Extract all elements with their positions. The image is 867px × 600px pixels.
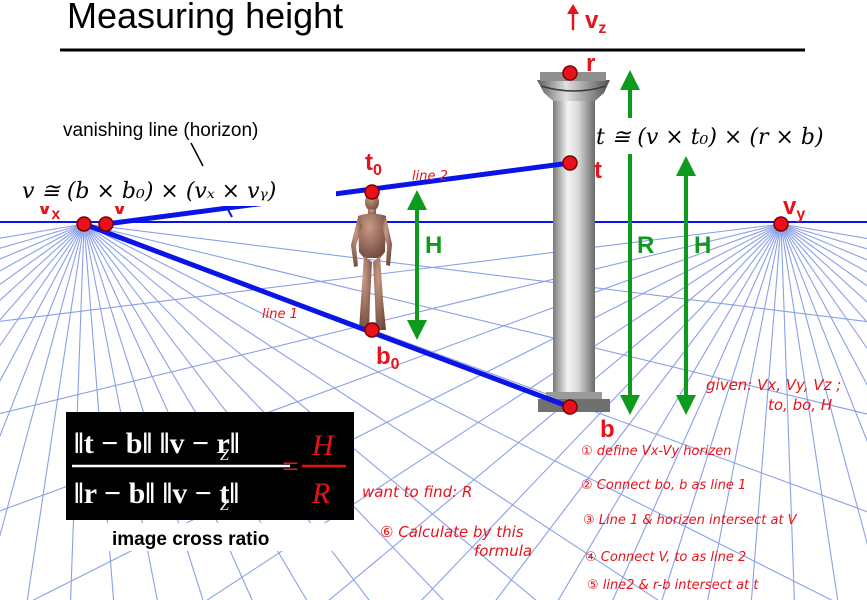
cross-ratio-box: ‖t − b‖ ‖v − r‖ ‖r − b‖ ‖v − t‖ Z Z = H … — [66, 412, 354, 520]
line-1 — [83, 221, 571, 410]
point-v — [98, 216, 114, 232]
point-vx — [76, 216, 92, 232]
note-step5: ⑤ line2 & r-b intersect at t — [587, 578, 759, 593]
grid-line — [83, 223, 833, 600]
vz-arrowhead — [567, 4, 579, 14]
grid-line — [780, 223, 839, 600]
note-line1: line 1 — [262, 307, 298, 322]
cross-ratio-H: H — [311, 429, 336, 462]
point-t — [562, 155, 578, 171]
note-given-1: given: Vx, Vy, Vz ; — [706, 376, 841, 394]
label-b: b — [600, 416, 615, 443]
point-b — [562, 399, 578, 415]
grid-line — [612, 223, 782, 600]
label-t0: t0 — [365, 149, 382, 179]
human-figure-icon — [351, 193, 392, 330]
grid-line — [421, 223, 782, 600]
grid-line — [707, 223, 782, 600]
grid-line — [557, 223, 782, 600]
point-b0 — [364, 322, 380, 338]
note-want: want to find: R — [362, 483, 472, 501]
label-b0: b0 — [376, 343, 400, 373]
label-vz: vz — [585, 7, 606, 37]
point-vy — [773, 216, 789, 232]
note-given-2: to, bo, H — [768, 396, 832, 414]
grid-line — [83, 223, 444, 600]
grid-line — [83, 223, 867, 415]
grid-line — [83, 223, 537, 600]
note-line2: line 2 — [412, 169, 448, 184]
label-vy: vy — [783, 193, 805, 223]
cross-ratio-sub-bottom: Z — [220, 497, 230, 514]
grid-line — [0, 223, 85, 538]
label-H-right: H — [694, 232, 711, 259]
label-H-left: H — [425, 232, 442, 259]
image-cross-ratio-caption: image cross ratio — [112, 529, 269, 550]
line-2 — [105, 160, 571, 227]
formula-v: v ≅ (b × b₀) × (vₓ × vᵧ) — [22, 179, 276, 204]
grid-line — [780, 223, 867, 240]
grid-line — [26, 223, 85, 600]
horizon-caption: vanishing line (horizon) — [63, 120, 258, 141]
grid-line — [780, 223, 867, 545]
point-r — [562, 65, 578, 81]
cross-ratio-numerator: ‖t − b‖ ‖v − r‖ — [74, 427, 240, 460]
formula-t: t ≅ (v × t₀) × (r × b) — [596, 125, 824, 150]
label-t: t — [594, 157, 602, 184]
cross-ratio-equals: = — [282, 450, 299, 483]
note-calc-2: formula — [474, 542, 532, 560]
label-r: r — [586, 50, 595, 77]
note-step2: ② Connect bo, b as line 1 — [581, 478, 746, 493]
grid-line — [328, 223, 782, 600]
grid-line — [83, 223, 659, 600]
note-step1: ① define Vx-Vy horizen — [581, 444, 731, 459]
grid-line — [750, 223, 782, 600]
grid-line — [83, 223, 370, 600]
grid-line — [0, 223, 782, 322]
grid-line — [495, 223, 782, 600]
label-R: R — [637, 232, 654, 259]
horizon-pointer — [225, 205, 233, 218]
grid-line — [661, 223, 782, 600]
note-step4: ④ Connect V, to as line 2 — [585, 550, 746, 565]
horizon-caption-pointer — [190, 142, 204, 167]
page-title: Measuring height — [67, 0, 343, 36]
note-calc-1: ⑥ Calculate by this — [380, 523, 524, 541]
grid-line — [83, 223, 867, 323]
note-step3: ③ Line 1 & horizen intersect at V — [583, 513, 798, 528]
cross-ratio-sub-top: Z — [220, 447, 230, 464]
cross-ratio-denominator: ‖r − b‖ ‖v − t‖ — [74, 477, 239, 510]
grid-line — [780, 223, 795, 600]
point-t0 — [364, 184, 380, 200]
cross-ratio-R: R — [311, 477, 330, 510]
